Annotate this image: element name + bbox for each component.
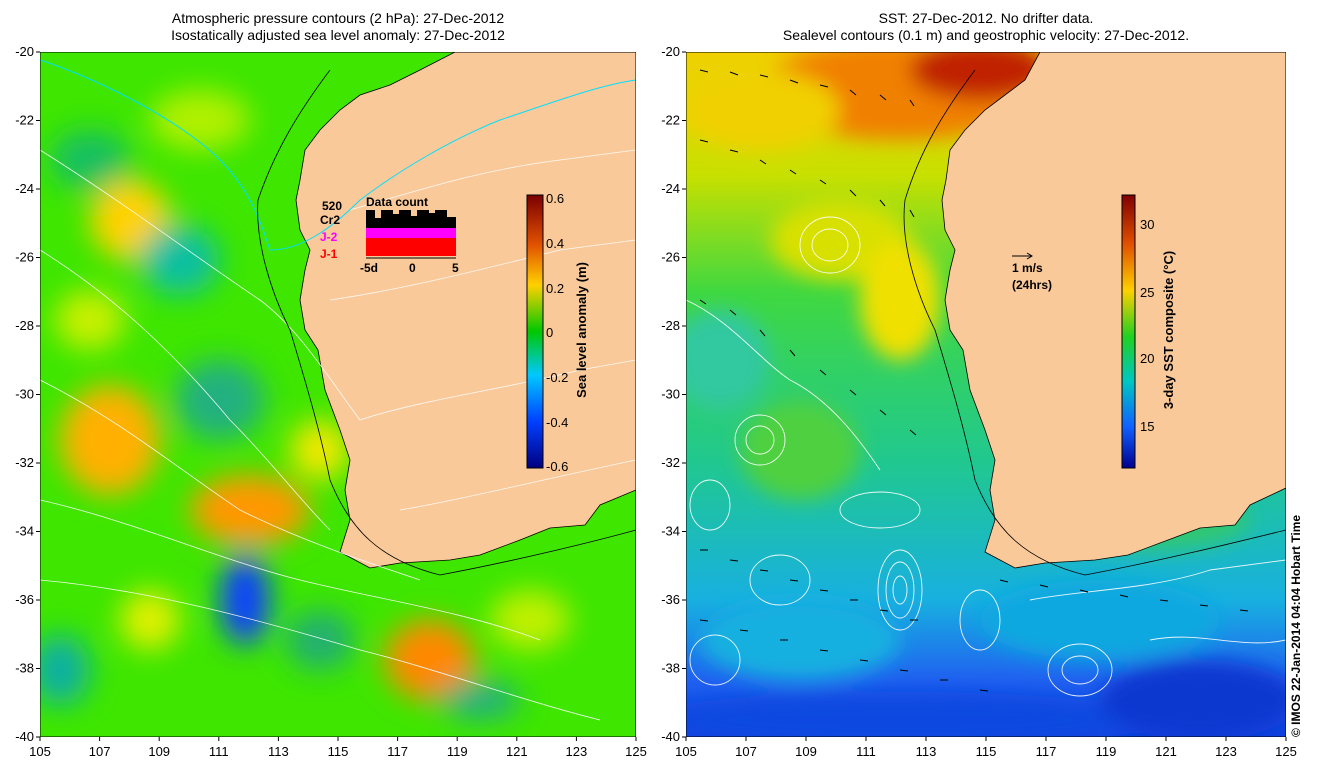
right-x-tick-label: 107 — [735, 744, 757, 759]
data-count-xtick-3: 5 — [452, 261, 459, 275]
left-x-tick-label: 121 — [506, 744, 528, 759]
right-x-tick-label: 119 — [1096, 744, 1117, 759]
right-y-tick-label: -30 — [661, 387, 680, 402]
left-title-line2: Isostatically adjusted sea level anomaly… — [171, 27, 505, 43]
left-x-tick-label: 125 — [625, 744, 647, 759]
sst-tick-4: 15 — [1140, 419, 1154, 434]
credit-label: © IMOS 22-Jan-2014 04:04 Hobart Time — [1289, 515, 1303, 737]
left-x-tick-label: 107 — [89, 744, 111, 759]
data-count-inset: Data count 520 Cr2 J-2 J-1 -5d 0 5 — [320, 195, 459, 275]
data-count-series-j2: J-2 — [320, 230, 338, 244]
data-count-xtick-2: 0 — [409, 261, 416, 275]
data-count-series-j1: J-1 — [320, 247, 338, 261]
right-x-tick-label: 125 — [1275, 744, 1297, 759]
sla-tick-6: -0.4 — [546, 415, 568, 430]
right-y-tick-label: -22 — [661, 113, 680, 128]
sst-temperature-blobs — [686, 52, 1286, 737]
sla-map — [40, 52, 636, 737]
left-y-tick-label: -40 — [15, 729, 34, 744]
left-x-tick-label: 113 — [268, 744, 289, 759]
sla-tick-2: 0.4 — [546, 236, 564, 251]
sst-sealevel-contours — [686, 216, 1286, 697]
right-y-tick-label: -26 — [661, 250, 680, 265]
right-title-line2: Sealevel contours (0.1 m) and geostrophi… — [782, 27, 1190, 43]
left-x-tick-label: 109 — [148, 744, 170, 759]
sst-colorbar: 30 25 20 15 3-day SST composite (°C) — [1121, 194, 1176, 469]
right-x-tick-label: 121 — [1155, 744, 1177, 759]
right-x-tick-label: 109 — [795, 744, 817, 759]
sla-land — [295, 52, 636, 569]
data-count-title: Data count — [366, 195, 428, 209]
sla-colorbar: 0.6 0.4 0.2 0 -0.2 -0.4 -0.6 Sea level a… — [526, 191, 589, 474]
left-x-tick-label: 117 — [387, 744, 408, 759]
left-y-tick-label: -38 — [15, 661, 34, 676]
left-y-tick-label: -24 — [15, 181, 34, 196]
sla-tick-5: -0.2 — [546, 370, 568, 385]
right-map-title: SST: 27-Dec-2012. No drifter data. Seale… — [686, 10, 1286, 44]
sst-colorbar-label: 3-day SST composite (°C) — [1161, 251, 1176, 409]
velocity-scale-key: 1 m/s (24hrs) — [1012, 252, 1052, 292]
right-y-tick-label: -20 — [661, 44, 680, 59]
sst-tick-2: 25 — [1140, 285, 1154, 300]
right-title-line1: SST: 27-Dec-2012. No drifter data. — [878, 10, 1094, 26]
left-x-tick-label: 115 — [328, 744, 349, 759]
sla-tick-4: 0 — [546, 325, 553, 340]
sst-colorbar-ticks: 30 25 20 15 — [1140, 217, 1154, 434]
velocity-scale-value: 1 m/s — [1012, 261, 1043, 275]
right-y-tick-label: -40 — [661, 729, 680, 744]
right-x-tick-label: 111 — [856, 744, 876, 759]
right-y-tick-label: -32 — [661, 455, 680, 470]
sla-tick-1: 0.6 — [546, 191, 564, 206]
data-count-total: 520 — [322, 199, 342, 213]
right-x-tick-label: 105 — [675, 744, 697, 759]
sla-cyan-contour — [40, 59, 636, 251]
left-y-tick-label: -26 — [15, 250, 34, 265]
sla-colorbar-ticks: 0.6 0.4 0.2 0 -0.2 -0.4 -0.6 — [546, 191, 568, 474]
sst-land — [941, 52, 1286, 569]
left-x-tick-label: 111 — [209, 744, 229, 759]
sst-map: 1 m/s (24hrs) — [686, 52, 1286, 737]
left-y-tick-label: -22 — [15, 113, 34, 128]
sst-velocity-arrows — [699, 69, 1249, 692]
sla-tick-3: 0.2 — [546, 281, 564, 296]
left-y-tick-label: -30 — [15, 387, 34, 402]
left-x-tick-label: 105 — [29, 744, 51, 759]
sla-anomaly-blobs — [40, 90, 570, 720]
axis-labels: 105 107 109 111 113 115 117 119 121 123 125 -20 -22 -… — [15, 44, 1297, 759]
sst-shelf-line — [903, 69, 1286, 576]
left-y-tick-label: -28 — [15, 318, 34, 333]
data-count-bars — [366, 210, 456, 256]
left-x-tick-label: 119 — [447, 744, 468, 759]
sst-tick-3: 20 — [1140, 351, 1154, 366]
data-count-series-cr2: Cr2 — [320, 213, 340, 227]
sst-tick-1: 30 — [1140, 217, 1154, 232]
right-y-tick-label: -36 — [661, 592, 680, 607]
sla-colorbar-label: Sea level anomaly (m) — [574, 262, 589, 398]
data-count-xtick-1: -5d — [360, 261, 378, 275]
right-y-tick-label: -38 — [661, 661, 680, 676]
velocity-scale-note: (24hrs) — [1012, 278, 1052, 292]
right-x-tick-label: 113 — [916, 744, 937, 759]
right-y-tick-label: -24 — [661, 181, 680, 196]
left-map-title: Atmospheric pressure contours (2 hPa): 2… — [40, 10, 636, 44]
left-x-tick-label: 123 — [566, 744, 588, 759]
right-x-tick-label: 115 — [976, 744, 997, 759]
sla-tick-7: -0.6 — [546, 459, 568, 474]
left-y-tick-label: -34 — [15, 524, 34, 539]
left-y-tick-label: -32 — [15, 455, 34, 470]
left-y-tick-label: -36 — [15, 592, 34, 607]
right-y-tick-label: -28 — [661, 318, 680, 333]
right-x-tick-label: 117 — [1036, 744, 1057, 759]
right-x-tick-label: 123 — [1215, 744, 1237, 759]
left-title-line1: Atmospheric pressure contours (2 hPa): 2… — [171, 10, 505, 26]
sla-shelf-line — [257, 69, 636, 576]
right-y-tick-label: -34 — [661, 524, 680, 539]
left-y-tick-label: -20 — [15, 44, 34, 59]
